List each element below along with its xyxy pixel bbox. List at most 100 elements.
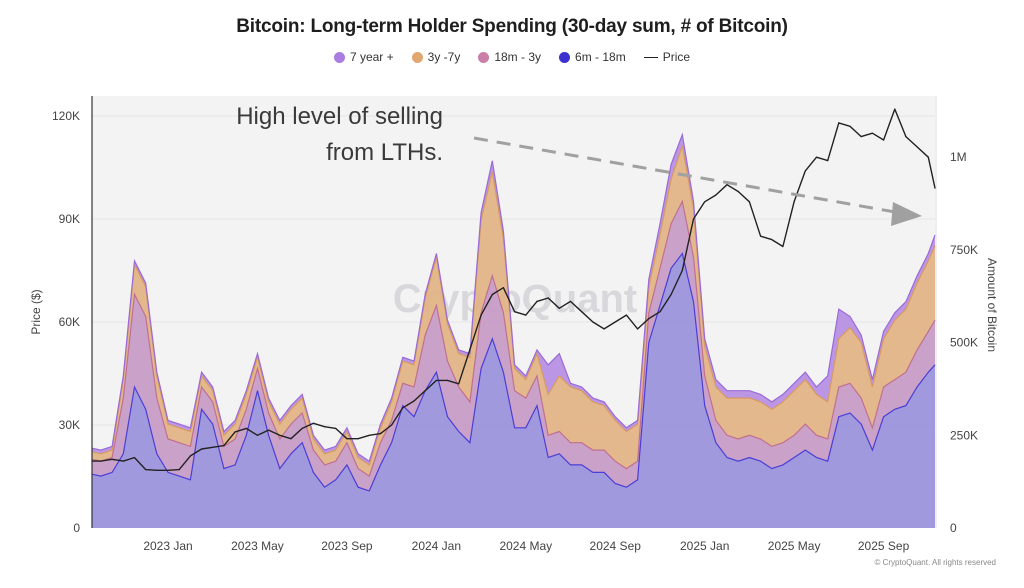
price-point [871,132,874,134]
price-point [771,239,773,241]
trend-arrow-head [891,202,922,226]
price-point [558,307,560,309]
price-point [637,328,639,330]
price-point [927,156,929,158]
area-top-18m-3y [91,199,936,478]
price-point [256,434,259,436]
y-right-tick-label: 1M [950,150,967,164]
area-top-3y-7y [91,145,936,466]
price-point [614,321,616,323]
legend-item-7y-plus[interactable]: 7 year + [333,50,394,64]
price-point [357,438,359,440]
trend-arrow-shaft [473,136,896,214]
price-point [324,426,326,428]
price-point [368,434,370,436]
price-point [525,314,527,316]
left-axis-ticks: 0 30K 60K 90K 120K [52,109,80,535]
x-tick-label: 2023 May [231,539,284,553]
price-point [782,245,784,248]
legend-swatch-3y-7y [411,51,423,63]
price-point [189,455,191,457]
price-point [704,201,706,203]
annotation-line-1: High level of selling [236,103,443,130]
price-point [547,297,549,299]
price-point [290,438,292,440]
price-point [245,427,247,429]
price-point [760,235,762,237]
price-point [748,201,751,203]
legend-label: 6m - 18m [575,50,626,64]
price-point [234,431,236,433]
price-point [670,293,672,296]
legend-item-3y-7y[interactable]: 3y -7y [411,50,461,64]
price-point [827,160,829,162]
price-point [860,136,862,138]
price-point [883,139,885,141]
area-18m-3y [92,201,935,491]
price-point [122,460,124,462]
price-point [312,422,314,424]
annotation-line-2: from LTHs. [326,139,443,166]
price-point [625,314,628,316]
price-point [435,379,437,381]
legend-label: Price [662,50,691,64]
x-tick-label: 2024 May [499,539,552,553]
price-point [491,293,493,296]
price-point [145,469,147,471]
y-left-tick-label: 120K [52,109,80,123]
price-point [346,438,348,440]
price-point [279,434,281,436]
y-left-tick-label: 0 [73,521,80,535]
price-point [648,318,650,320]
legend-swatch-7y-plus [333,51,345,63]
price-point [737,190,739,193]
price-point [391,424,393,426]
price-point [514,311,516,313]
x-axis-ticks: 2023 Jan 2023 May 2023 Sep 2024 Jan 2024 May… [143,539,909,553]
price-point [894,108,896,110]
legend-label: 7 year + [349,50,394,64]
price-point [469,348,471,351]
price-point [100,460,102,462]
legend-item-18m-3y[interactable]: 18m - 3y [478,50,541,64]
x-tick-label: 2023 Jan [143,539,192,553]
price-point [201,448,203,450]
right-axis-title: Amount of Bitcoin [985,258,999,352]
price-point [934,187,936,189]
left-axis-title: Price ($) [29,289,43,334]
x-tick-label: 2025 Jan [680,539,729,553]
price-point [480,314,482,316]
price-point [916,146,918,148]
legend-swatch-6m-18m [559,51,571,63]
annotation: High level of selling from LTHs. [236,103,443,166]
price-point [603,328,605,330]
price-point [536,300,538,302]
price-point [838,122,840,124]
legend-item-6m-18m[interactable]: 6m - 18m [559,50,626,64]
price-point [592,321,594,323]
price-point [502,287,504,289]
y-left-tick-label: 90K [59,212,80,226]
price-point [681,269,683,272]
area-6m-18m [92,253,935,528]
trend-arrow [473,136,922,226]
price-point [569,300,572,302]
area-top-6m-18m [91,252,936,492]
price-point [659,311,661,313]
price-point [335,427,337,429]
price-point [793,201,795,203]
price-point [178,469,180,471]
x-tick-label: 2025 May [768,539,821,553]
legend-item-price[interactable]: Price [643,50,691,64]
x-tick-label: 2025 Sep [858,539,910,553]
y-right-tick-label: 750K [950,243,978,257]
legend-label: 3y -7y [427,50,461,64]
legend-swatch-price [643,56,658,58]
price-point [446,379,449,381]
price-point [223,445,225,447]
price-point [726,184,728,186]
y-right-tick-label: 0 [950,521,957,535]
x-tick-label: 2023 Sep [321,539,373,553]
legend-swatch-18m-3y [478,51,490,63]
